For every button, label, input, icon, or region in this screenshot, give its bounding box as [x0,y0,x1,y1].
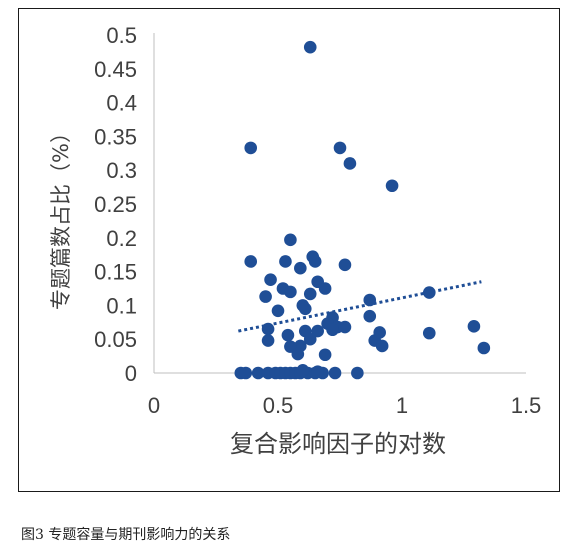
scatter-chart: 0 0.05 0.1 0.15 0.2 0.25 0.3 0.35 0.4 0.45 0.5 0 0.… [49,23,541,458]
data-point [422,326,436,340]
data-point [318,282,332,295]
data-point [477,341,491,355]
y-tick-label: 0.5 [106,23,137,48]
y-tick-label: 0 [125,361,137,386]
data-point [264,273,277,287]
y-tick-label: 0.15 [94,260,137,285]
data-point [239,366,253,380]
data-point [328,366,342,380]
data-point [303,332,317,346]
y-tick-label: 0.25 [94,192,137,217]
data-point [244,255,258,268]
x-tick-label: 1.5 [511,393,542,418]
data-point [284,233,297,247]
y-tick-label: 0.2 [106,226,137,251]
data-point [284,285,297,299]
y-tick-label: 0.05 [94,327,137,352]
data-point [251,366,265,380]
data-point [311,365,324,378]
data-point [261,334,275,347]
trendline [238,280,482,333]
data-point [303,40,317,54]
data-point [244,141,258,155]
data-points-layer [234,40,491,380]
x-axis-title: 复合影响因子的对数 [230,430,446,458]
data-point [271,304,285,318]
figure-frame [18,8,560,492]
y-tick-label: 0.1 [106,293,137,318]
data-point [363,293,377,307]
x-tick-label: 1 [396,393,408,418]
data-point [279,255,292,268]
x-tick-label: 0 [148,393,160,418]
data-point [343,157,357,170]
data-point [467,320,481,333]
data-point [296,363,310,377]
data-point [308,255,322,268]
y-tick-label: 0.35 [94,124,137,149]
data-point [261,322,275,336]
x-tick-labels: 0 0.5 1 1.5 [148,393,541,418]
data-point [375,339,389,353]
data-point [281,328,295,342]
figure-caption: 图3 专题容量与期刊影响力的关系 [21,527,231,543]
data-point [333,141,347,155]
y-tick-label: 0.3 [106,158,137,183]
trendline-layer [238,280,482,333]
y-tick-label: 0.4 [106,91,137,116]
data-point [303,287,317,301]
data-point [294,261,307,275]
data-point [373,326,386,339]
data-point [338,320,352,334]
data-point [298,302,312,316]
data-point [259,290,272,303]
y-tick-label: 0.45 [94,57,137,82]
data-point [422,286,436,299]
y-tick-labels: 0 0.05 0.1 0.15 0.2 0.25 0.3 0.35 0.4 0.45 0.5 [94,23,137,386]
data-point [351,366,364,380]
data-point [318,348,332,362]
data-point [385,179,399,193]
x-tick-label: 0.5 [263,393,294,418]
data-point [311,324,324,338]
data-point [326,323,339,337]
y-axis-title: 专题篇数占比（%） [49,122,73,310]
data-point [363,309,377,323]
data-point [338,258,352,272]
data-point [291,347,305,361]
